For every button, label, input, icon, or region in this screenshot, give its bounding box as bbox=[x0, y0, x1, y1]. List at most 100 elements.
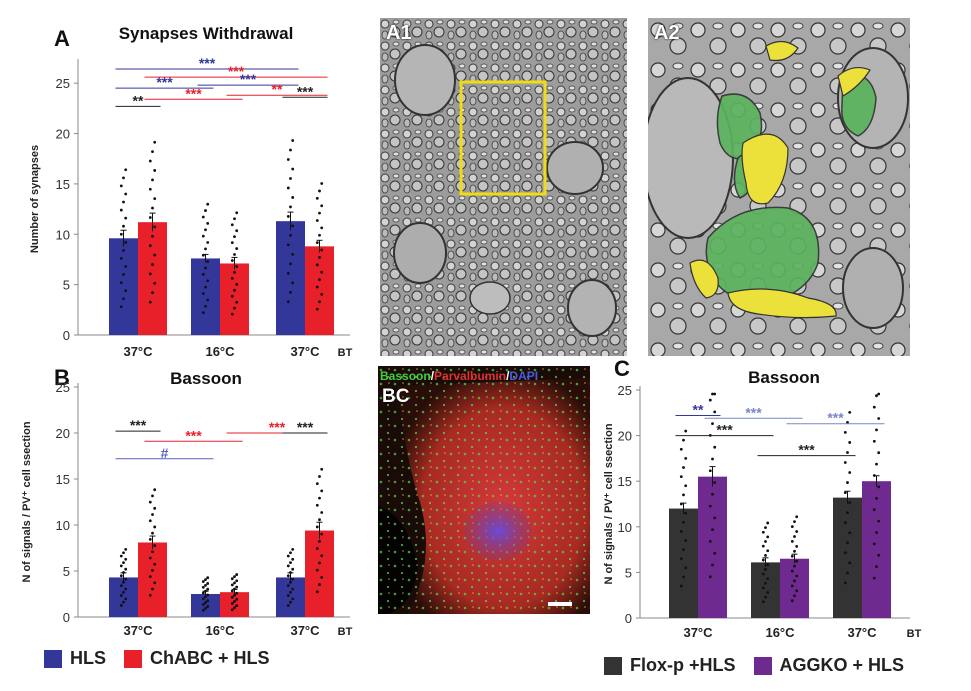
bar-b bbox=[138, 542, 167, 617]
data-point-c bbox=[682, 438, 685, 442]
legend-right: Flox-p +HLS AGGKO + HLS bbox=[604, 655, 922, 676]
data-point-a bbox=[289, 177, 292, 180]
data-point-b bbox=[119, 594, 123, 597]
data-point-b bbox=[153, 544, 157, 547]
data-point-b bbox=[153, 581, 157, 585]
data-point-b bbox=[148, 537, 152, 541]
data-point-c bbox=[764, 567, 767, 571]
y-tick-label-c: 10 bbox=[618, 520, 632, 535]
data-point-b bbox=[206, 582, 210, 585]
bt-label-a: BT bbox=[338, 347, 353, 359]
data-point-c bbox=[711, 528, 714, 532]
data-point-c bbox=[713, 410, 717, 414]
data-point-b bbox=[119, 584, 123, 588]
data-point-a bbox=[286, 186, 290, 190]
bar-b bbox=[305, 530, 334, 617]
data-point-a bbox=[153, 253, 157, 257]
data-point-b bbox=[315, 525, 319, 529]
legend-swatch-hls bbox=[44, 649, 62, 668]
data-point-a bbox=[151, 234, 154, 238]
data-point-a bbox=[201, 234, 205, 238]
data-point-b bbox=[148, 556, 152, 560]
y-tick-label-c: 20 bbox=[618, 429, 632, 444]
data-point-a bbox=[206, 241, 210, 244]
panel-label-a2: A2 bbox=[654, 22, 680, 44]
data-point-a bbox=[315, 196, 319, 200]
data-point-a bbox=[289, 262, 292, 266]
zoom-region-box bbox=[459, 80, 547, 196]
data-point-a bbox=[286, 215, 290, 218]
data-point-c bbox=[872, 405, 876, 409]
data-point-c bbox=[843, 461, 847, 464]
significance-marker-a: *** bbox=[156, 74, 173, 90]
y-tick-label-a: 5 bbox=[63, 278, 70, 293]
data-point-b bbox=[119, 604, 123, 607]
x-tick-label-b: 37°C bbox=[123, 623, 153, 638]
legend-label-flox: Flox-p +HLS bbox=[630, 655, 736, 675]
data-point-a bbox=[289, 290, 292, 294]
data-point-b bbox=[286, 574, 290, 578]
data-point-b bbox=[151, 569, 154, 572]
data-point-b bbox=[291, 577, 295, 581]
data-point-c bbox=[846, 511, 849, 515]
data-point-b bbox=[122, 571, 125, 574]
data-point-b bbox=[122, 600, 125, 604]
x-tick-label-c: 37°C bbox=[847, 625, 877, 640]
data-point-c bbox=[679, 447, 683, 451]
data-point-c bbox=[684, 457, 688, 460]
data-point-b bbox=[233, 575, 236, 579]
data-point-c bbox=[843, 431, 847, 434]
scale-bar bbox=[548, 602, 572, 606]
data-point-b bbox=[233, 606, 236, 610]
data-point-b bbox=[124, 548, 128, 551]
data-point-c bbox=[761, 572, 765, 576]
data-point-a bbox=[201, 292, 205, 295]
data-point-b bbox=[291, 548, 295, 551]
significance-marker-b: *** bbox=[297, 419, 314, 435]
bar-a bbox=[305, 246, 334, 335]
data-point-b bbox=[204, 589, 207, 593]
data-point-c bbox=[711, 563, 714, 567]
x-tick-label-a: 37°C bbox=[123, 344, 153, 359]
y-tick-label-a: 0 bbox=[63, 328, 70, 343]
data-point-a bbox=[318, 211, 321, 215]
data-point-b bbox=[204, 578, 207, 582]
data-point-b bbox=[206, 576, 210, 580]
data-point-c bbox=[793, 594, 796, 598]
data-point-b bbox=[151, 513, 154, 516]
data-point-c bbox=[875, 394, 878, 398]
data-point-b bbox=[151, 587, 154, 591]
data-point-c bbox=[679, 557, 683, 561]
significance-marker-a: *** bbox=[185, 85, 202, 101]
data-point-c bbox=[682, 466, 685, 469]
data-point-a bbox=[153, 225, 157, 229]
data-point-a bbox=[318, 278, 321, 281]
panel-letter-b: B bbox=[54, 365, 70, 390]
y-tick-label-a: 10 bbox=[56, 227, 70, 242]
data-point-c bbox=[684, 484, 688, 488]
data-point-b bbox=[206, 605, 210, 608]
data-point-c bbox=[684, 539, 688, 542]
data-point-c bbox=[682, 520, 685, 524]
panel-label-bc: BC bbox=[382, 386, 410, 407]
data-point-c bbox=[795, 515, 799, 519]
data-point-c bbox=[795, 544, 799, 548]
data-point-c bbox=[766, 549, 770, 553]
data-point-a bbox=[315, 307, 319, 311]
significance-marker-c: *** bbox=[798, 442, 815, 458]
legend-label-aggko: AGGKO + HLS bbox=[779, 655, 905, 675]
data-point-a bbox=[233, 253, 236, 256]
data-point-c bbox=[872, 508, 876, 512]
data-point-c bbox=[713, 445, 717, 449]
data-point-b bbox=[315, 503, 319, 507]
data-point-b bbox=[286, 584, 290, 588]
significance-marker-c: *** bbox=[745, 404, 762, 420]
data-point-b bbox=[201, 585, 205, 589]
data-point-a bbox=[286, 271, 290, 275]
x-tick-label-b: 16°C bbox=[205, 623, 235, 638]
data-point-a bbox=[230, 241, 234, 245]
data-point-c bbox=[708, 469, 712, 473]
data-point-c bbox=[877, 451, 881, 455]
data-point-a bbox=[233, 271, 236, 274]
data-point-a bbox=[289, 205, 292, 209]
